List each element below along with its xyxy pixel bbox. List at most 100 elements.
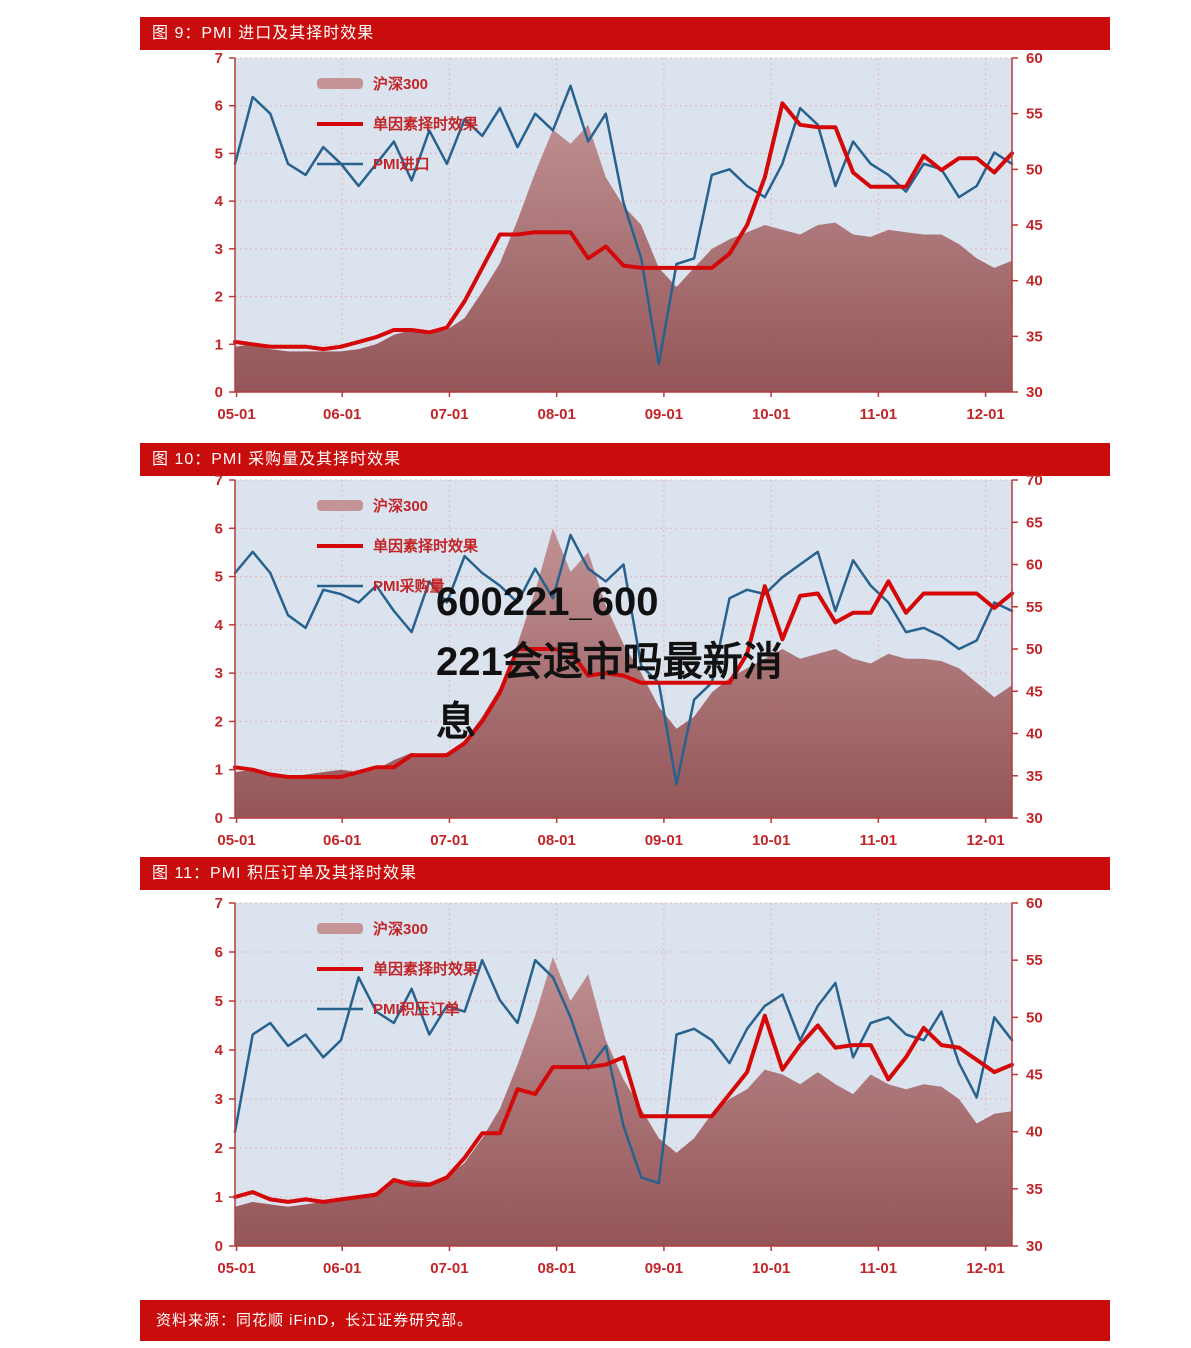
right-axis-label: 60 xyxy=(1026,557,1043,574)
left-axis-label: 7 xyxy=(215,50,223,67)
left-axis-label: 1 xyxy=(215,762,223,779)
legend-swatch-area xyxy=(317,78,363,89)
area-series-沪深300 xyxy=(235,124,1012,393)
x-axis-label: 08-01 xyxy=(537,1260,575,1277)
right-axis-label: 50 xyxy=(1026,1009,1043,1026)
x-axis-label: 07-01 xyxy=(430,1260,468,1277)
left-axis-label: 5 xyxy=(215,569,223,586)
figure11-title: 图 11：PMI 积压订单及其择时效果 xyxy=(152,865,417,882)
right-axis-label: 30 xyxy=(1026,810,1043,827)
right-axis-label: 30 xyxy=(1026,384,1043,401)
right-axis-label: 40 xyxy=(1026,726,1043,743)
source-bar: 资料来源：同花顺 iFinD，长江证券研究部。 xyxy=(140,1300,1110,1341)
x-axis-label: 10-01 xyxy=(752,1260,790,1277)
right-axis-label: 35 xyxy=(1026,768,1043,785)
left-axis-label: 3 xyxy=(215,1091,223,1108)
left-axis-label: 7 xyxy=(215,472,223,489)
line-series-单因素择时效果 xyxy=(233,1013,1014,1204)
watermark-text: 600221_600 221会退市吗最新消 息 xyxy=(436,572,1036,752)
legend: 沪深300 单因素择时效果 PMI进口 xyxy=(317,75,479,173)
legend-label: PMI积压订单 xyxy=(373,1000,460,1018)
legend-label: PMI进口 xyxy=(373,156,430,173)
x-axis-label: 09-01 xyxy=(645,1260,683,1277)
left-axis-label: 1 xyxy=(215,1189,223,1206)
source-text: 资料来源：同花顺 iFinD，长江证券研究部。 xyxy=(156,1312,474,1329)
legend: 沪深300 单因素择时效果 PMI采购量 xyxy=(317,497,479,595)
left-axis-label: 0 xyxy=(215,1238,223,1255)
series xyxy=(233,956,1014,1246)
x-axis-label: 08-01 xyxy=(537,406,575,423)
left-axis-label: 5 xyxy=(215,145,223,162)
x-axis-label: 06-01 xyxy=(323,832,361,849)
legend: 沪深300 单因素择时效果 PMI积压订单 xyxy=(317,920,479,1018)
area-series-沪深300 xyxy=(235,528,1012,818)
left-axis-label: 1 xyxy=(215,336,223,353)
right-axis-label: 60 xyxy=(1026,50,1043,67)
figure10-title: 图 10：PMI 采购量及其择时效果 xyxy=(152,451,402,468)
right-axis-label: 40 xyxy=(1026,1124,1043,1141)
legend-label: PMI采购量 xyxy=(373,577,445,595)
x-axis-label: 11-01 xyxy=(860,406,898,423)
left-axis-label: 3 xyxy=(215,241,223,258)
watermark-line: 600221_600 xyxy=(436,580,659,624)
line-series-PMI进口 xyxy=(233,84,1014,366)
x-axis-label: 12-01 xyxy=(966,406,1004,423)
right-axis-label: 45 xyxy=(1026,683,1043,700)
line-series-PMI采购量 xyxy=(233,533,1014,786)
gridlines xyxy=(235,57,1012,393)
x-axis-label: 06-01 xyxy=(323,1260,361,1277)
x-axis-label: 11-01 xyxy=(860,832,898,849)
legend-swatch-area xyxy=(317,500,363,511)
right-axis-label: 65 xyxy=(1026,514,1043,531)
x-axis-label: 09-01 xyxy=(645,406,683,423)
right-axis-label: 45 xyxy=(1026,217,1043,234)
left-axis-label: 0 xyxy=(215,384,223,401)
series xyxy=(233,84,1014,393)
watermark-line: 息 xyxy=(436,700,476,744)
x-axis-label: 05-01 xyxy=(217,1260,255,1277)
x-axis-label: 11-01 xyxy=(860,1260,898,1277)
x-axis-label: 06-01 xyxy=(323,406,361,423)
figure10-title-bar: 图 10：PMI 采购量及其择时效果 xyxy=(140,443,1110,476)
right-axis-label: 55 xyxy=(1026,952,1043,969)
legend-label: 单因素择时效果 xyxy=(373,960,479,978)
right-axis-label: 35 xyxy=(1026,1181,1043,1198)
right-axis-label: 55 xyxy=(1026,106,1043,123)
left-axis-label: 0 xyxy=(215,810,223,827)
figure9-title-bar: 图 9：PMI 进口及其择时效果 xyxy=(140,17,1110,50)
left-axis-label: 2 xyxy=(215,713,223,730)
left-axis-label: 5 xyxy=(215,993,223,1010)
x-axis-label: 12-01 xyxy=(966,832,1004,849)
left-axis-label: 6 xyxy=(215,520,223,537)
right-axis-label: 55 xyxy=(1026,599,1043,616)
right-axis-label: 60 xyxy=(1026,895,1043,912)
right-axis-label: 35 xyxy=(1026,328,1043,345)
right-axis-label: 50 xyxy=(1026,641,1043,658)
x-axis-label: 07-01 xyxy=(430,832,468,849)
right-axis-label: 50 xyxy=(1026,161,1043,178)
x-axis-label: 12-01 xyxy=(966,1260,1004,1277)
legend-label: 单因素择时效果 xyxy=(373,115,479,133)
right-axis-label: 30 xyxy=(1026,1238,1043,1255)
left-axis-label: 6 xyxy=(215,98,223,115)
watermark-line: 221会退市吗最新消 xyxy=(436,640,783,684)
line-series-单因素择时效果 xyxy=(233,579,1014,779)
right-axis-label: 45 xyxy=(1026,1067,1043,1084)
line-series-单因素择时效果 xyxy=(233,101,1014,352)
x-axis-label: 08-01 xyxy=(537,832,575,849)
left-axis-label: 3 xyxy=(215,665,223,682)
right-axis-label: 70 xyxy=(1026,472,1043,489)
x-axis-label: 05-01 xyxy=(217,832,255,849)
left-axis-label: 4 xyxy=(215,1042,224,1059)
area-series-沪深300 xyxy=(235,956,1012,1246)
legend-label: 单因素择时效果 xyxy=(373,537,479,555)
left-axis-label: 4 xyxy=(215,193,224,210)
x-axis-label: 07-01 xyxy=(430,406,468,423)
